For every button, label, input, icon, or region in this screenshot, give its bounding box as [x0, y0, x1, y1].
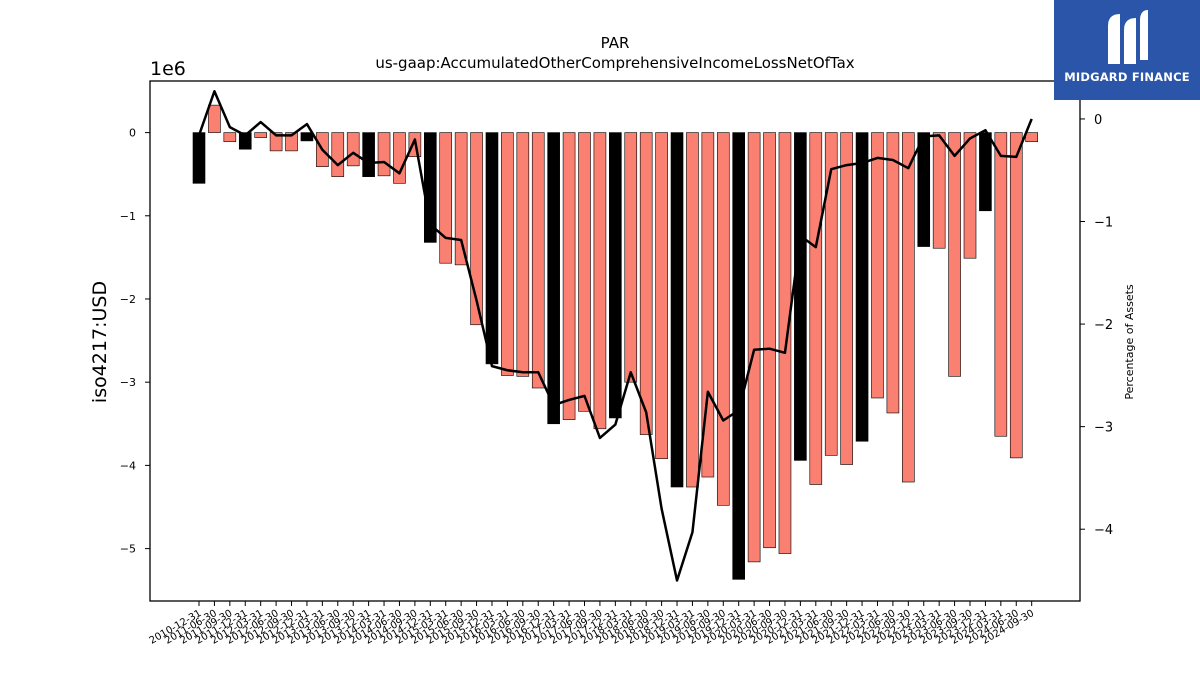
y-tick-label: −3 [120, 376, 136, 389]
bar [824, 132, 838, 456]
bar [439, 132, 453, 264]
y-tick-label: 0 [129, 127, 136, 140]
y2-axis-label: Percentage of Assets [1123, 284, 1136, 400]
bar [655, 132, 668, 460]
bar [393, 132, 406, 184]
y-tick-label: −4 [120, 459, 136, 472]
bar [547, 132, 560, 425]
chart-subtitle: us-gaap:AccumulatedOtherComprehensiveInc… [375, 54, 854, 72]
chart-title: PAR [601, 34, 630, 52]
bar [701, 132, 715, 478]
bar [593, 132, 607, 430]
bar [377, 132, 391, 177]
y2-tick-label: −4 [1094, 523, 1113, 538]
bar [794, 132, 807, 461]
y-tick-label: −1 [120, 210, 136, 223]
bar [686, 132, 699, 488]
bar [470, 132, 483, 326]
bar [562, 132, 576, 420]
bar [300, 132, 314, 142]
bar [192, 132, 206, 184]
bar [763, 132, 776, 549]
bar [855, 132, 869, 442]
bar [331, 132, 345, 177]
bar [670, 132, 684, 488]
percentage-line-group [197, 90, 1033, 582]
bar [809, 132, 823, 485]
y-tick-label: −2 [120, 293, 136, 306]
axes-group: 0−1−2−3−4−50−1−2−3−42010-12-312011-06-30… [120, 80, 1113, 647]
bar [747, 132, 761, 563]
bar [639, 132, 653, 435]
y-axis-label: iso4217:USD [89, 281, 111, 403]
bar [963, 132, 977, 259]
y2-tick-label: −2 [1094, 318, 1113, 333]
bar [886, 132, 900, 414]
bar [732, 132, 746, 580]
bar [840, 132, 853, 465]
bar [269, 132, 283, 152]
bar [902, 132, 915, 483]
bar [485, 132, 499, 365]
bar [778, 132, 792, 554]
bar [362, 132, 375, 177]
bar [208, 104, 221, 133]
bar [1025, 132, 1038, 143]
logo-text: MIDGARD FINANCE [1064, 70, 1190, 84]
bar [501, 132, 514, 376]
y2-tick-label: −3 [1094, 421, 1113, 436]
bar [578, 132, 591, 412]
bar [716, 132, 730, 506]
bar [346, 132, 360, 167]
y-tick-label: −5 [120, 543, 136, 556]
y2-tick-label: 0 [1094, 113, 1102, 128]
bar [624, 132, 638, 383]
bar [254, 132, 267, 138]
series-line [197, 90, 1033, 582]
logo-mark-icon [1108, 10, 1148, 64]
bar [516, 132, 530, 377]
bar [285, 132, 298, 152]
bars-group [192, 104, 1038, 580]
bar [871, 132, 884, 399]
y-axis-scale-label: 1e6 [150, 58, 186, 80]
bar [948, 132, 961, 377]
bar [1009, 132, 1023, 459]
bar [917, 132, 931, 247]
bar [609, 132, 622, 419]
bar [454, 132, 468, 266]
bar [531, 132, 545, 389]
brand-logo: MIDGARD FINANCE [1054, 0, 1200, 100]
bar [238, 132, 252, 150]
y2-tick-label: −1 [1094, 216, 1113, 231]
bar [223, 132, 237, 143]
bar [994, 132, 1008, 437]
bar [932, 132, 946, 249]
bar [979, 132, 992, 212]
